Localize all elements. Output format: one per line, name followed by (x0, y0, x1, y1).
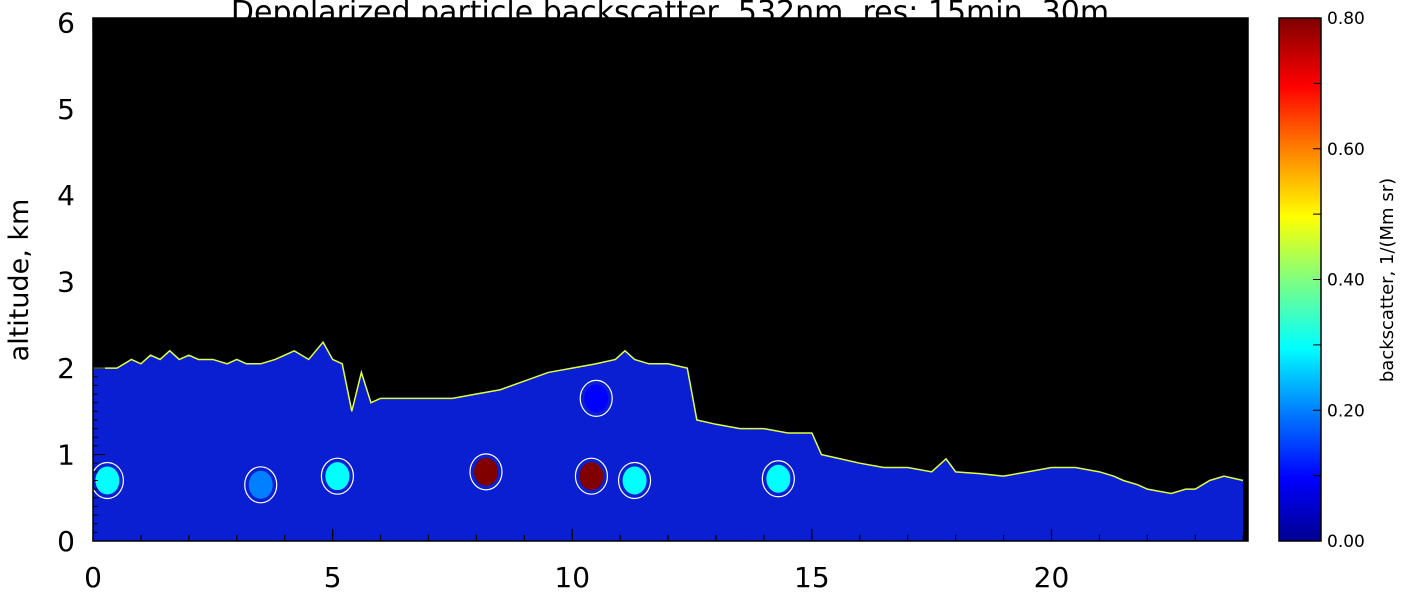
hotspot-contour-7 (761, 460, 795, 498)
hotspot-contour-2 (320, 457, 355, 495)
y-tick-label: 1 (57, 439, 75, 472)
hotspot-contour-3 (469, 453, 503, 491)
hotspot-3 (473, 457, 498, 486)
x-tick-label: 20 (1034, 561, 1070, 594)
x-tick-label: 0 (84, 561, 102, 594)
hotspot-contour-0 (93, 461, 124, 500)
hotspot-contour-5 (579, 379, 613, 417)
hotspot-4 (579, 462, 604, 491)
colorbar-tick-label: 0.00 (1327, 532, 1365, 552)
plot-frame (92, 17, 1249, 542)
y-tick-label: 6 (57, 6, 75, 39)
y-tick-label: 5 (57, 93, 75, 126)
colorbar: 0.00 0.20 0.40 0.60 0.80 backscatter, 1/(Mm … (1278, 9, 1398, 552)
colorbar-tick-label: 0.60 (1327, 140, 1365, 160)
hotspot-contour-6 (617, 461, 652, 500)
y-tick-label: 0 (57, 525, 75, 558)
y-tick-label: 4 (57, 179, 75, 212)
hotspot-group (93, 379, 795, 504)
y-axis-label: altitude, km (4, 199, 35, 362)
hotspot-5 (584, 384, 609, 413)
layer-top-line (93, 340, 1244, 495)
plot-area (92, 17, 1249, 542)
colorbar-tick-label: 0.80 (1327, 9, 1365, 29)
x-tick-label: 10 (554, 561, 590, 594)
hotspot-0 (95, 466, 120, 495)
x-tick-label: 15 (794, 561, 830, 594)
x-tick-label: 5 (324, 561, 342, 594)
colorbar-label: backscatter, 1/(Mm sr) (1377, 178, 1398, 382)
aerosol-layer (93, 342, 1244, 541)
colorbar-ticks: 0.00 0.20 0.40 0.60 0.80 (1313, 9, 1365, 552)
y-axis: 0 1 2 3 4 5 6 (57, 6, 1248, 558)
hotspot-2 (325, 462, 350, 491)
hotspot-contour-4 (574, 457, 609, 495)
hotspot-contour-1 (244, 466, 278, 504)
colorbar-tick-label: 0.40 (1327, 271, 1365, 291)
y-tick-label: 3 (57, 266, 75, 299)
hotspot-7 (766, 464, 791, 493)
hotspot-1 (248, 470, 273, 499)
colorbar-tick-label: 0.20 (1327, 401, 1365, 421)
y-tick-label: 2 (57, 352, 75, 385)
x-axis: 0 5 10 15 20 (84, 18, 1244, 594)
hotspot-6 (622, 466, 647, 495)
